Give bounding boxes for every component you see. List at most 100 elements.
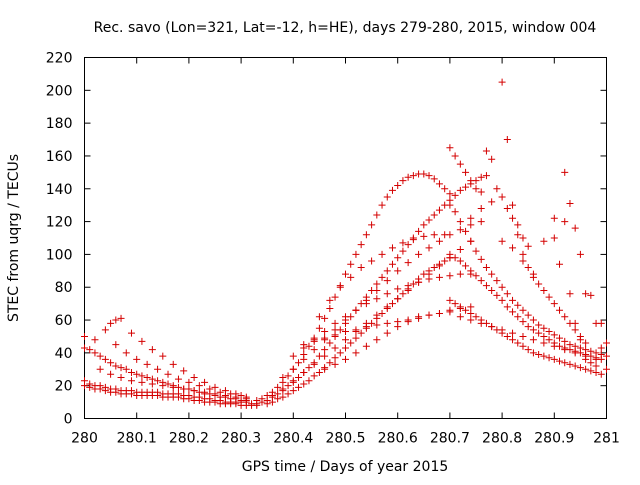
data-point xyxy=(561,218,569,226)
data-point xyxy=(388,186,396,194)
data-point xyxy=(373,280,381,288)
data-point xyxy=(342,355,349,363)
data-point xyxy=(180,385,188,393)
data-point xyxy=(190,373,198,381)
data-point xyxy=(514,221,522,229)
y-tick-label: 180 xyxy=(46,116,73,132)
data-point xyxy=(331,344,339,352)
data-point xyxy=(378,250,386,258)
data-point xyxy=(253,396,261,404)
data-point xyxy=(352,250,360,258)
data-point xyxy=(143,373,151,381)
data-point xyxy=(561,337,569,345)
data-points xyxy=(81,78,610,409)
data-point xyxy=(268,392,276,400)
data-point xyxy=(597,319,605,327)
data-point xyxy=(441,257,449,265)
data-point xyxy=(493,185,501,193)
data-point xyxy=(420,221,428,229)
data-point xyxy=(321,334,329,342)
data-point xyxy=(556,357,564,365)
data-point xyxy=(576,364,584,372)
data-point xyxy=(305,342,313,350)
data-point xyxy=(451,300,459,308)
data-point xyxy=(122,349,130,357)
data-point xyxy=(383,329,391,337)
data-point xyxy=(237,392,245,400)
data-point xyxy=(357,329,365,337)
data-point xyxy=(524,346,532,354)
data-point xyxy=(300,341,308,349)
data-point xyxy=(373,295,381,303)
data-point xyxy=(435,262,443,270)
data-point xyxy=(216,388,224,396)
y-tick-label: 160 xyxy=(46,149,73,165)
data-point xyxy=(545,328,553,336)
data-point xyxy=(383,277,391,285)
y-tick-label: 20 xyxy=(55,379,73,395)
data-point xyxy=(456,218,464,226)
data-point xyxy=(279,385,287,393)
data-point xyxy=(472,247,480,255)
data-point xyxy=(519,234,527,242)
data-point xyxy=(342,313,349,321)
data-point xyxy=(482,264,490,272)
data-point xyxy=(394,285,402,293)
data-point xyxy=(232,393,240,401)
data-point xyxy=(404,241,412,249)
data-point xyxy=(362,342,370,350)
data-point xyxy=(561,346,569,354)
data-point xyxy=(331,319,339,327)
data-point xyxy=(561,168,569,176)
data-point xyxy=(498,283,506,291)
data-point xyxy=(509,336,517,344)
data-point xyxy=(498,237,506,245)
data-point xyxy=(362,231,370,239)
data-point xyxy=(127,377,135,385)
data-point xyxy=(519,250,527,258)
data-point xyxy=(352,306,360,314)
data-point xyxy=(415,250,423,258)
data-point xyxy=(451,254,459,262)
data-point xyxy=(540,332,548,340)
data-point xyxy=(138,337,146,345)
data-point xyxy=(211,398,219,406)
data-point xyxy=(399,239,407,247)
data-point xyxy=(535,321,543,329)
x-tick-label: 280.7 xyxy=(430,431,470,447)
data-point xyxy=(446,272,454,280)
data-point xyxy=(394,295,402,303)
data-point xyxy=(430,231,438,239)
data-point xyxy=(326,305,334,313)
data-point xyxy=(462,168,470,176)
data-point xyxy=(117,373,125,381)
data-point xyxy=(545,336,553,344)
data-point xyxy=(529,349,537,357)
data-point xyxy=(305,364,313,372)
data-point xyxy=(352,334,360,342)
data-point xyxy=(503,136,511,144)
data-point xyxy=(321,328,329,336)
data-point xyxy=(571,319,579,327)
data-point xyxy=(571,326,579,334)
data-point xyxy=(467,309,475,317)
data-point xyxy=(415,278,423,286)
data-point xyxy=(435,206,443,214)
data-point xyxy=(347,339,355,347)
data-point xyxy=(169,360,177,368)
data-point xyxy=(566,200,574,208)
data-point xyxy=(399,177,407,185)
data-point xyxy=(409,280,417,288)
data-point xyxy=(561,313,569,321)
data-point xyxy=(133,355,141,363)
data-point xyxy=(509,308,517,316)
data-point xyxy=(540,237,548,245)
data-point xyxy=(488,198,496,206)
data-point xyxy=(81,344,88,352)
x-tick-label: 280 xyxy=(71,431,98,447)
data-point xyxy=(545,354,553,362)
data-point xyxy=(289,365,297,373)
data-point xyxy=(571,224,579,232)
data-point xyxy=(211,390,219,398)
y-tick-label: 120 xyxy=(46,215,73,231)
